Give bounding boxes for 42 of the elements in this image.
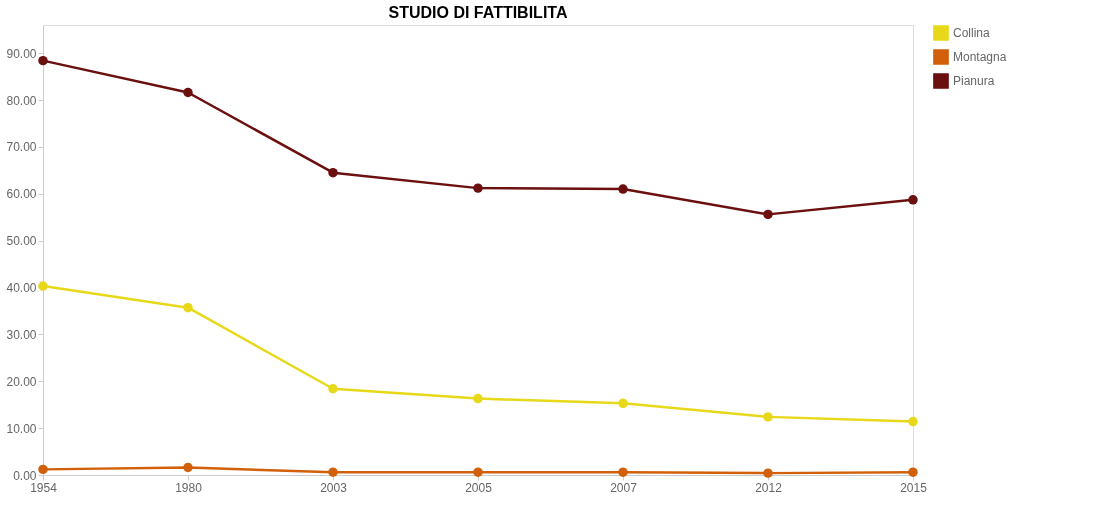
y-tick-label: 90.00	[6, 46, 37, 61]
y-tick-label: 50.00	[6, 234, 37, 249]
point	[328, 384, 338, 394]
point	[908, 467, 918, 477]
y-tick-label: 30.00	[6, 327, 37, 342]
point	[473, 183, 483, 193]
x-tick-label: 2005	[465, 480, 493, 495]
point	[618, 184, 628, 194]
point	[38, 281, 48, 291]
y-tick-label: 20.00	[6, 374, 37, 389]
y-tick-label: 70.00	[6, 140, 37, 155]
point	[38, 55, 48, 66]
y-tick-label: 10.00	[6, 421, 37, 436]
point	[328, 467, 338, 477]
point	[38, 464, 48, 475]
point	[328, 167, 338, 178]
chart-title: STUDIO DI FATTIBILITA	[388, 4, 568, 21]
y-tick-label: 60.00	[6, 187, 37, 202]
point	[763, 209, 773, 220]
legend-label: Collina	[953, 26, 991, 40]
y-tick-label: 0.00	[13, 468, 37, 483]
point	[618, 467, 628, 477]
legend-label: Montagna	[953, 50, 1007, 64]
point	[908, 416, 918, 427]
point	[183, 302, 193, 313]
x-tick-label: 1980	[175, 480, 203, 495]
point	[618, 398, 628, 409]
point	[763, 412, 773, 422]
x-tick-label: 2007	[610, 480, 638, 495]
legend-label: Pianura	[953, 74, 995, 88]
point	[183, 462, 193, 473]
point	[908, 195, 918, 205]
point	[763, 468, 773, 478]
x-tick-label: 2003	[320, 480, 348, 495]
x-tick-label: 2015	[900, 480, 928, 495]
point	[473, 393, 483, 404]
x-tick-label: 2012	[755, 480, 783, 495]
y-tick-label: 40.00	[6, 281, 37, 295]
x-tick-label: 1954	[30, 480, 58, 495]
point	[183, 87, 193, 98]
y-tick-label: 80.00	[6, 93, 37, 108]
point	[473, 467, 483, 477]
